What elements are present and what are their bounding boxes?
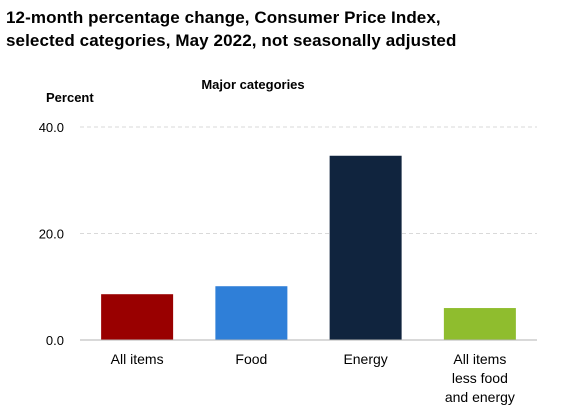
x-tick-label-line: All items	[453, 351, 506, 367]
x-tick-label: All items less food and energy	[445, 351, 515, 405]
x-axis-labels: All items Food Energy All items less food and…	[111, 351, 515, 405]
bars	[101, 155, 516, 340]
bar	[215, 286, 288, 340]
chart-title-line-2: selected categories, May 2022, not seaso…	[6, 31, 457, 50]
y-axis-label: Percent	[46, 90, 94, 105]
chart-title-line-1: 12-month percentage change, Consumer Pri…	[6, 8, 441, 27]
y-tick-label: 40.0	[39, 120, 64, 135]
x-tick-label: Energy	[343, 351, 387, 367]
y-tick-label: 20.0	[39, 227, 64, 242]
bar	[443, 308, 516, 340]
x-tick-label-line: and energy	[445, 389, 515, 405]
y-tick-label: 0.0	[46, 333, 64, 348]
x-tick-label-line: less food	[452, 370, 508, 386]
chart-title: 12-month percentage change, Consumer Pri…	[6, 6, 559, 52]
x-tick-label-line: Food	[235, 351, 267, 367]
y-axis-ticks: 0.0 20.0 40.0	[39, 120, 64, 348]
chart-subtitle: Major categories	[201, 77, 304, 92]
x-tick-label-line: All items	[111, 351, 164, 367]
bar	[329, 155, 402, 340]
x-tick-label: Food	[235, 351, 267, 367]
x-tick-label-line: Energy	[343, 351, 387, 367]
gridlines	[80, 126, 537, 234]
x-tick-label: All items	[111, 351, 164, 367]
bar	[101, 294, 174, 340]
